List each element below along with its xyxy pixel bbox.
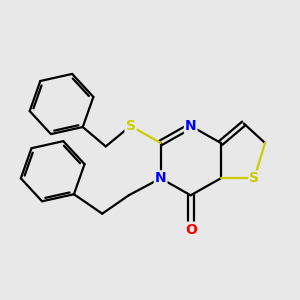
Text: S: S [249,171,260,185]
Text: N: N [185,119,197,133]
Text: S: S [125,119,136,133]
Text: N: N [155,171,167,185]
Text: O: O [185,223,197,237]
